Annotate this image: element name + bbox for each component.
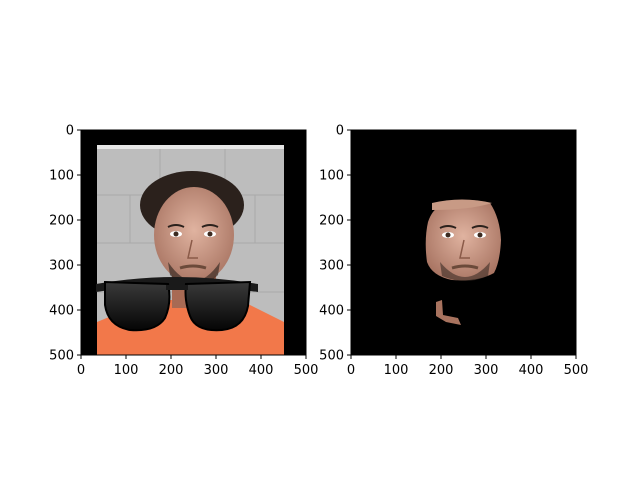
axes-frame-right <box>350 129 577 356</box>
sunglasses <box>96 277 258 332</box>
x-tick-label-right-0: 0 <box>347 363 355 378</box>
image-right <box>351 130 576 355</box>
y-tick-label-right-300: 300 <box>319 259 344 274</box>
y-tick-label-right-400: 400 <box>319 304 344 319</box>
image-left <box>81 130 306 355</box>
face <box>154 187 234 283</box>
axes-frame-left <box>80 129 307 356</box>
y-tick-label-left-400: 400 <box>49 304 74 319</box>
y-tick-label-left-300: 300 <box>49 259 74 274</box>
x-tick-label-left-100: 100 <box>114 363 139 378</box>
x-tick-label-left-300: 300 <box>204 363 229 378</box>
y-tick-label-right-100: 100 <box>319 169 344 184</box>
y-tick-label-right-200: 200 <box>319 214 344 229</box>
x-tick-label-right-400: 400 <box>519 363 544 378</box>
x-tick-label-right-500: 500 <box>564 363 589 378</box>
y-tick-label-left-0: 0 <box>66 124 74 139</box>
x-tick-label-right-100: 100 <box>384 363 409 378</box>
masked-neck-fragment <box>436 300 461 325</box>
x-tick-label-left-0: 0 <box>77 363 85 378</box>
y-tick-label-left-200: 200 <box>49 214 74 229</box>
x-tick-label-right-200: 200 <box>429 363 454 378</box>
y-tick-label-right-0: 0 <box>336 124 344 139</box>
y-tick-label-left-100: 100 <box>49 169 74 184</box>
x-tick-label-right-300: 300 <box>474 363 499 378</box>
x-tick-label-left-200: 200 <box>159 363 184 378</box>
y-tick-label-left-500: 500 <box>49 349 74 364</box>
x-tick-label-left-400: 400 <box>249 363 274 378</box>
y-tick-label-right-500: 500 <box>319 349 344 364</box>
x-tick-label-left-500: 500 <box>294 363 319 378</box>
